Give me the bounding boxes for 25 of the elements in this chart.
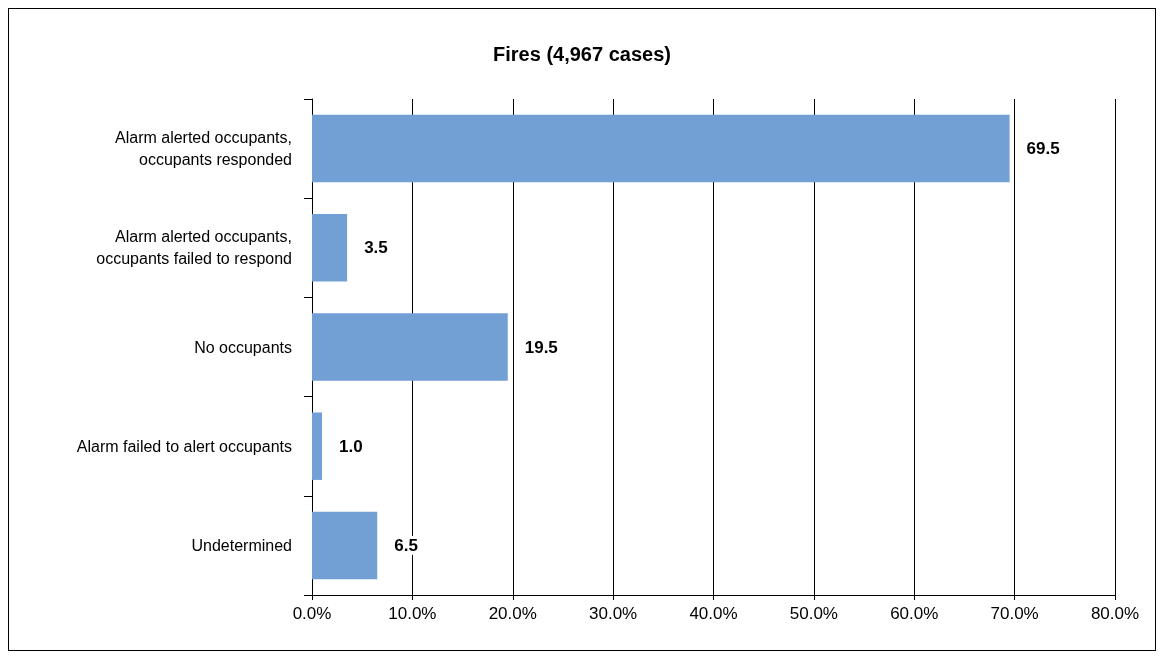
bar	[312, 214, 348, 282]
y-tick-label: Alarm alerted occupants, occupants failed to respond	[96, 228, 292, 268]
x-tick-label: 40.0%	[689, 604, 738, 623]
bar	[312, 511, 378, 580]
data-label: 6.5	[394, 535, 418, 555]
data-label: 69.5	[1026, 139, 1060, 159]
y-tick-label: No occupants	[194, 338, 292, 356]
bar	[312, 114, 1010, 183]
bar	[312, 412, 323, 480]
x-tick-label: 80.0%	[1090, 604, 1140, 623]
x-tick-label: 0.0%	[292, 604, 332, 623]
data-label: 3.5	[364, 238, 388, 258]
x-tick-label: 70.0%	[990, 604, 1039, 623]
y-tick-label: Alarm alerted occupants, occupants responded	[115, 129, 292, 169]
x-tick-label: 50.0%	[789, 604, 838, 623]
y-tick-label: Alarm failed to alert occupants	[76, 437, 292, 455]
chart-title: Fires (4,967 cases)	[493, 43, 671, 65]
x-tick-label: 10.0%	[388, 604, 437, 623]
x-tick-label: 20.0%	[488, 604, 537, 623]
data-label: 19.5	[524, 337, 558, 357]
x-tick-label: 60.0%	[890, 604, 939, 623]
data-label: 1.0	[339, 436, 363, 456]
bar	[312, 313, 508, 381]
x-tick-label: 30.0%	[589, 604, 638, 623]
y-tick-label: Undetermined	[191, 536, 292, 554]
